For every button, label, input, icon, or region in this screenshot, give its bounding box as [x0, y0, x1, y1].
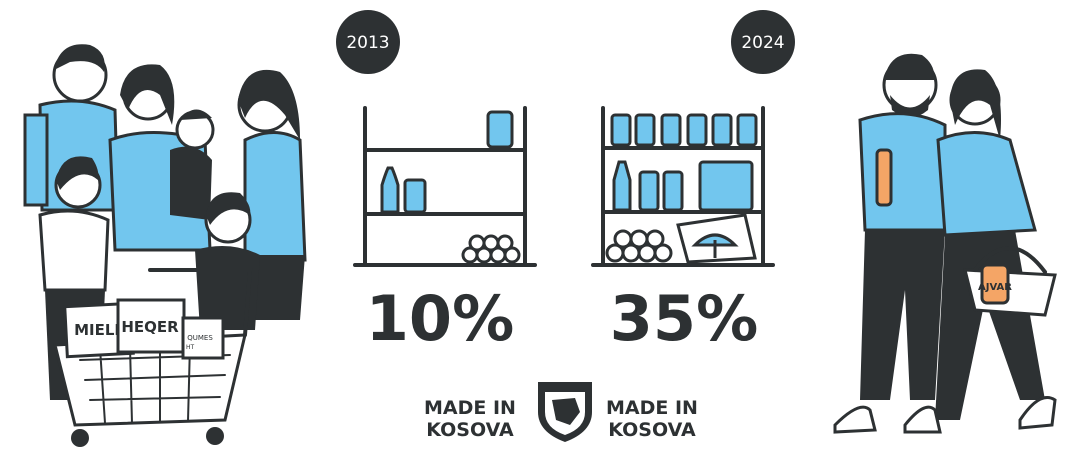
year-badge [336, 10, 400, 74]
year-label: 2013 [346, 33, 389, 53]
badge-text: MADE IN [606, 397, 698, 419]
shelf-2013 [353, 106, 537, 267]
badge-text: MADE IN [424, 397, 516, 419]
badge-text: KOSOVA [608, 419, 696, 441]
product-label: AJVAR [978, 282, 1012, 293]
family-illustration: MIELL HEQER QUMES HT [23, 44, 307, 447]
product-label: HEQER [121, 318, 179, 336]
couple-illustration: AJVAR [833, 53, 1057, 434]
product-label: QUMES [187, 334, 213, 342]
shelf-2024 [591, 106, 775, 267]
product-label: HT [186, 344, 195, 351]
share-value: 35% [610, 282, 758, 355]
share-value: 10% [366, 282, 514, 355]
product-label: MIELL [74, 321, 124, 339]
year-badge [731, 10, 795, 74]
year-label: 2024 [741, 33, 784, 53]
badge-text: KOSOVA [426, 419, 514, 441]
